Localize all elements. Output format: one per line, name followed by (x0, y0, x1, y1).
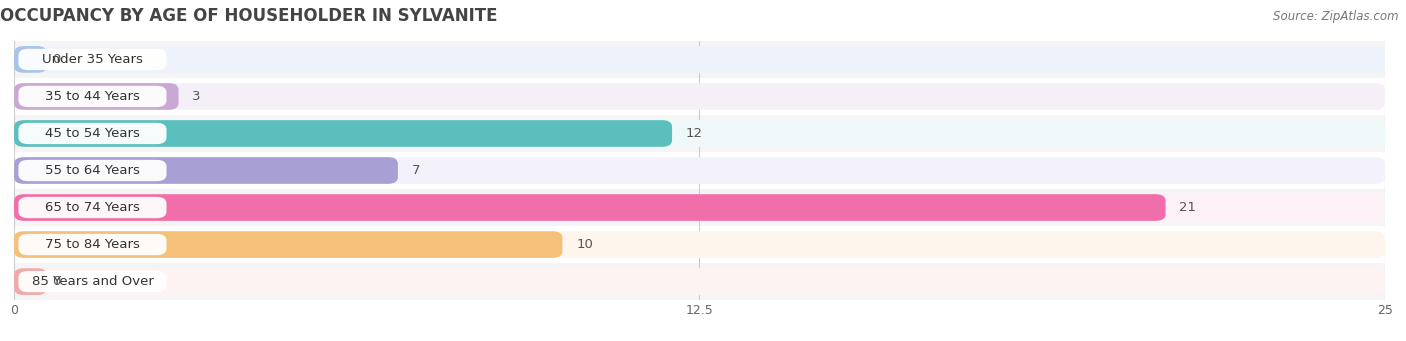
Bar (14, 189, 1385, 226)
FancyBboxPatch shape (14, 194, 1385, 221)
FancyBboxPatch shape (14, 231, 1385, 258)
Text: 0: 0 (52, 53, 60, 66)
FancyBboxPatch shape (14, 157, 1385, 184)
Text: Under 35 Years: Under 35 Years (42, 53, 143, 66)
Text: 7: 7 (412, 164, 420, 177)
FancyBboxPatch shape (18, 123, 166, 144)
Bar (14, 41, 1385, 78)
FancyBboxPatch shape (18, 49, 166, 70)
FancyBboxPatch shape (18, 197, 166, 218)
Text: 0: 0 (52, 275, 60, 288)
Bar (14, 115, 1385, 152)
Text: 45 to 54 Years: 45 to 54 Years (45, 127, 141, 140)
FancyBboxPatch shape (18, 160, 166, 181)
Text: Source: ZipAtlas.com: Source: ZipAtlas.com (1274, 10, 1399, 23)
FancyBboxPatch shape (14, 194, 1166, 221)
Text: 3: 3 (193, 90, 201, 103)
FancyBboxPatch shape (18, 271, 166, 292)
FancyBboxPatch shape (14, 83, 179, 110)
FancyBboxPatch shape (14, 157, 398, 184)
Text: 65 to 74 Years: 65 to 74 Years (45, 201, 141, 214)
Text: 75 to 84 Years: 75 to 84 Years (45, 238, 141, 251)
Text: 12: 12 (686, 127, 703, 140)
Text: 35 to 44 Years: 35 to 44 Years (45, 90, 141, 103)
Text: OCCUPANCY BY AGE OF HOUSEHOLDER IN SYLVANITE: OCCUPANCY BY AGE OF HOUSEHOLDER IN SYLVA… (0, 8, 498, 25)
FancyBboxPatch shape (18, 86, 166, 107)
FancyBboxPatch shape (14, 120, 672, 147)
Text: 85 Years and Over: 85 Years and Over (31, 275, 153, 288)
Bar (14, 152, 1385, 189)
Bar (14, 226, 1385, 263)
FancyBboxPatch shape (14, 231, 562, 258)
FancyBboxPatch shape (14, 120, 1385, 147)
Text: 21: 21 (1180, 201, 1197, 214)
Text: 55 to 64 Years: 55 to 64 Years (45, 164, 141, 177)
FancyBboxPatch shape (14, 46, 1385, 73)
Text: 10: 10 (576, 238, 593, 251)
FancyBboxPatch shape (18, 234, 166, 255)
FancyBboxPatch shape (14, 268, 1385, 295)
FancyBboxPatch shape (14, 83, 1385, 110)
FancyBboxPatch shape (14, 46, 46, 73)
Bar (14, 263, 1385, 300)
Bar (14, 78, 1385, 115)
FancyBboxPatch shape (14, 268, 46, 295)
